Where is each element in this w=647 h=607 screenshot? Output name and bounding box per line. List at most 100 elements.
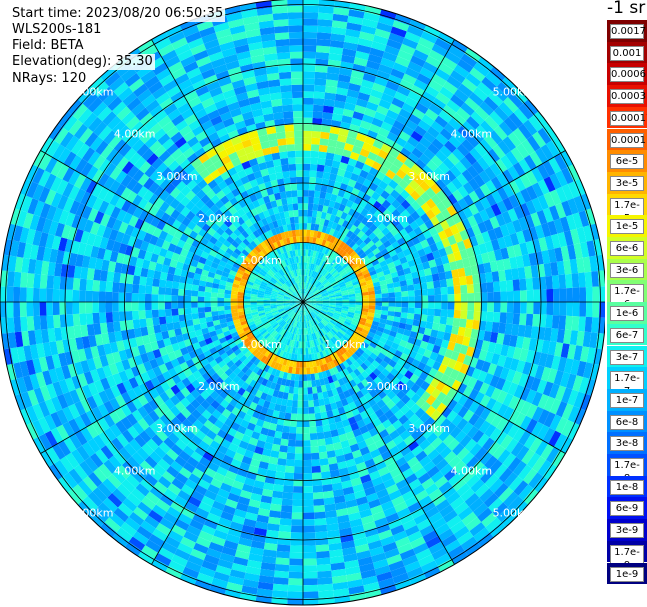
heatmap-cell (492, 86, 508, 102)
heatmap-cell (465, 319, 474, 329)
heatmap-cell (304, 289, 307, 296)
heatmap-cell (290, 538, 303, 546)
heatmap-cell (345, 499, 358, 509)
heatmap-cell (452, 402, 464, 415)
heatmap-cell (501, 420, 515, 435)
heatmap-cell (419, 412, 431, 424)
heatmap-cell (289, 346, 294, 354)
heatmap-cell (516, 445, 530, 461)
heatmap-cell (362, 452, 373, 462)
heatmap-cell (309, 163, 318, 171)
heatmap-cell (392, 419, 403, 430)
heatmap-cell (507, 132, 522, 148)
heatmap-cell (313, 309, 319, 315)
heatmap-cell (580, 241, 590, 258)
heatmap-cell (345, 458, 356, 468)
heatmap-cell (300, 348, 303, 355)
heatmap-cell (468, 388, 480, 401)
heatmap-cell (309, 303, 316, 306)
heatmap-cell (518, 430, 532, 446)
heatmap-cell (329, 549, 344, 558)
heatmap-cell (361, 216, 370, 226)
heatmap-cell (440, 255, 450, 265)
heatmap-cell (210, 297, 218, 302)
heatmap-cell (442, 157, 455, 170)
heatmap-cell (307, 306, 313, 312)
heatmap-cell (542, 123, 558, 141)
heatmap-cell (364, 228, 373, 237)
heatmap-cell (462, 181, 475, 195)
heatmap-cell (138, 293, 146, 302)
heatmap-cell (304, 289, 308, 296)
heatmap-cell (481, 340, 490, 352)
heatmap-cell (138, 284, 146, 294)
heatmap-cell (318, 371, 324, 380)
heatmap-cell (450, 520, 466, 535)
heatmap-cell (508, 180, 521, 195)
heatmap-cell (316, 298, 323, 301)
heatmap-cell (493, 249, 503, 261)
heatmap-cell (428, 511, 443, 525)
heatmap-cell (343, 41, 358, 51)
heatmap-cell (563, 329, 572, 345)
heatmap-cell (315, 65, 328, 73)
heatmap-cell (553, 153, 568, 171)
heatmap-cell (410, 536, 426, 549)
heatmap-cell (320, 310, 327, 316)
heatmap-cell (19, 302, 27, 317)
heatmap-cell (519, 173, 532, 189)
heatmap-cell (557, 356, 568, 372)
heatmap-cell (316, 302, 323, 305)
heatmap-cell (380, 314, 388, 320)
heatmap-cell (333, 287, 341, 292)
heatmap-cell (483, 492, 499, 508)
heatmap-cell (355, 461, 367, 472)
heatmap-cell (323, 165, 332, 174)
heatmap-cell (537, 459, 552, 477)
heatmap-cell (537, 194, 549, 210)
heatmap-cell (441, 406, 453, 419)
heatmap-cell (253, 527, 267, 537)
heatmap-cell (390, 26, 407, 38)
heatmap-cell (398, 484, 412, 496)
heatmap-cell (303, 499, 314, 507)
heatmap-cell (414, 125, 427, 137)
heatmap-cell (319, 378, 326, 386)
heatmap-cell (352, 63, 367, 73)
heatmap-cell (421, 500, 436, 514)
heatmap-cell (322, 490, 334, 499)
heatmap-cell (327, 288, 334, 293)
heatmap-cell (374, 309, 382, 315)
heatmap-cell (531, 391, 543, 407)
heatmap-cell (448, 135, 462, 149)
heatmap-cell (483, 330, 492, 342)
heatmap-cell (312, 271, 317, 278)
heatmap-cell (303, 288, 306, 296)
heatmap-cell (158, 302, 165, 310)
heatmap-cell (13, 302, 21, 318)
heatmap-cell (384, 363, 394, 373)
heatmap-cell (369, 47, 385, 58)
heatmap-cell (419, 524, 435, 537)
heatmap-cell (540, 144, 554, 161)
heatmap-cell (331, 482, 343, 491)
heatmap-cell (566, 287, 574, 302)
heatmap-cell (280, 378, 287, 386)
heatmap-cell (553, 370, 564, 386)
heatmap-cell (468, 497, 484, 512)
heatmap-cell (394, 286, 402, 293)
heatmap-cell (369, 269, 377, 277)
heatmap-cell (234, 550, 250, 560)
heatmap-cell (324, 403, 332, 412)
heatmap-cell (468, 337, 477, 349)
heatmap-cell (355, 295, 363, 300)
heatmap-cell (353, 368, 362, 377)
heatmap-cell (293, 486, 303, 494)
heatmap-cell (315, 531, 328, 539)
heatmap-cell (262, 549, 277, 558)
heatmap-cell (325, 325, 331, 332)
heatmap-cell (422, 164, 434, 177)
heatmap-cell (589, 255, 598, 272)
heatmap-cell (317, 438, 326, 447)
heatmap-cell (364, 588, 382, 599)
